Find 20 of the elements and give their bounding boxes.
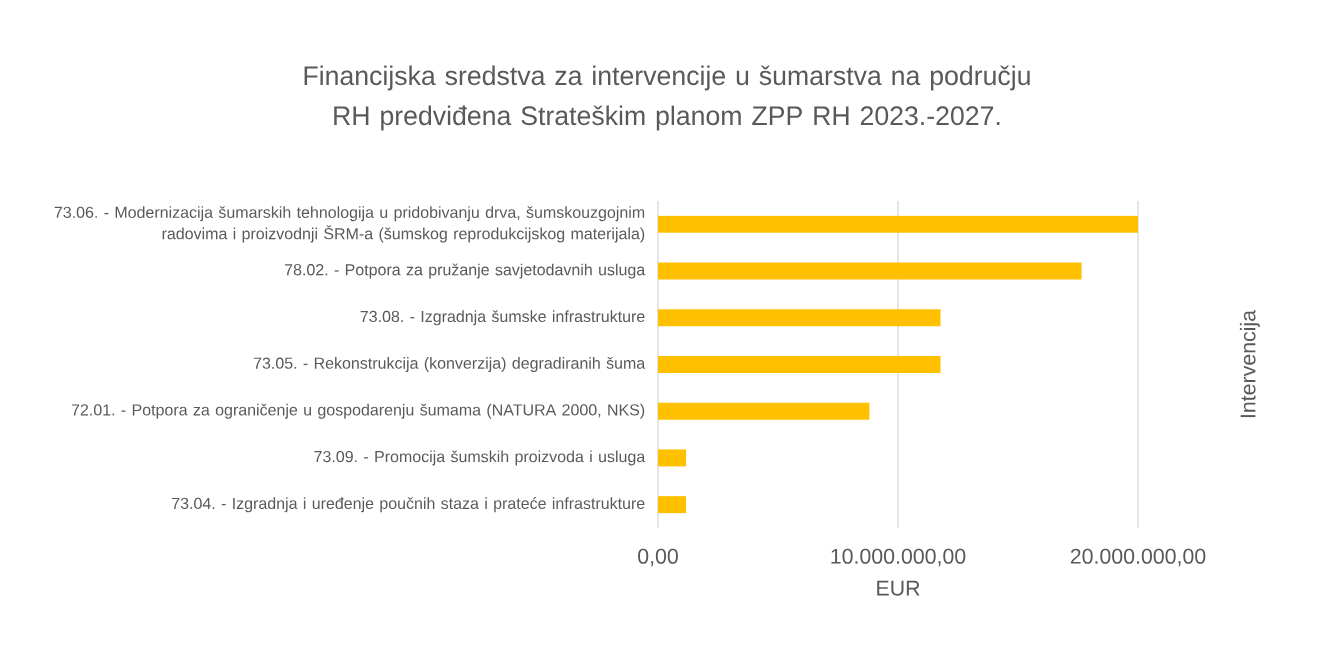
y-tick-label: 73.09. - Promocija šumskih proizvoda i usluga bbox=[314, 450, 646, 466]
y-tick-label: 73.08. - Izgradnja šumske infrastrukture bbox=[360, 310, 645, 326]
bar bbox=[658, 356, 941, 373]
chart-title: Financijska sredstva za intervencije u šumarstva na području RH predviđena Strateškim planom ZPP RH 2023.-2027. bbox=[304, 65, 1030, 131]
x-axis-title: EUR bbox=[877, 580, 920, 596]
y-tick-label: 73.06. - Modernizacija šumarskih tehnologija u pridobivanju drva, šumskouzgojnim radovima i proizvodnji ŠRM-a (šumskog reprodukcijskog materijala) bbox=[54, 206, 645, 243]
bar bbox=[658, 496, 687, 514]
y-tick-label: 72.01. - Potpora za ograničenje u gospodarenju šumama (NATURA 2000, NKS) bbox=[71, 403, 645, 419]
y-tick-label: 78.02. - Potpora za pružanje savjetodavnih usluga bbox=[284, 263, 646, 279]
y-axis-title: Intervencija bbox=[1239, 309, 1260, 418]
bar bbox=[658, 215, 1138, 233]
x-tick-label: 0,00 bbox=[638, 548, 678, 567]
bar bbox=[658, 309, 941, 327]
y-tick-label: 73.05. - Rekonstrukcija (konverzija) degradiranih šuma bbox=[253, 357, 646, 372]
x-tick-label: 10.000.000,00 bbox=[831, 548, 966, 567]
bar bbox=[658, 402, 870, 420]
x-tick-label: 20.000.000,00 bbox=[1070, 548, 1206, 567]
y-tick-label: 73.04. - Izgradnja i uređenje poučnih staza i prateće infrastrukture bbox=[172, 497, 645, 513]
bar bbox=[658, 262, 1082, 280]
bar bbox=[658, 449, 687, 467]
